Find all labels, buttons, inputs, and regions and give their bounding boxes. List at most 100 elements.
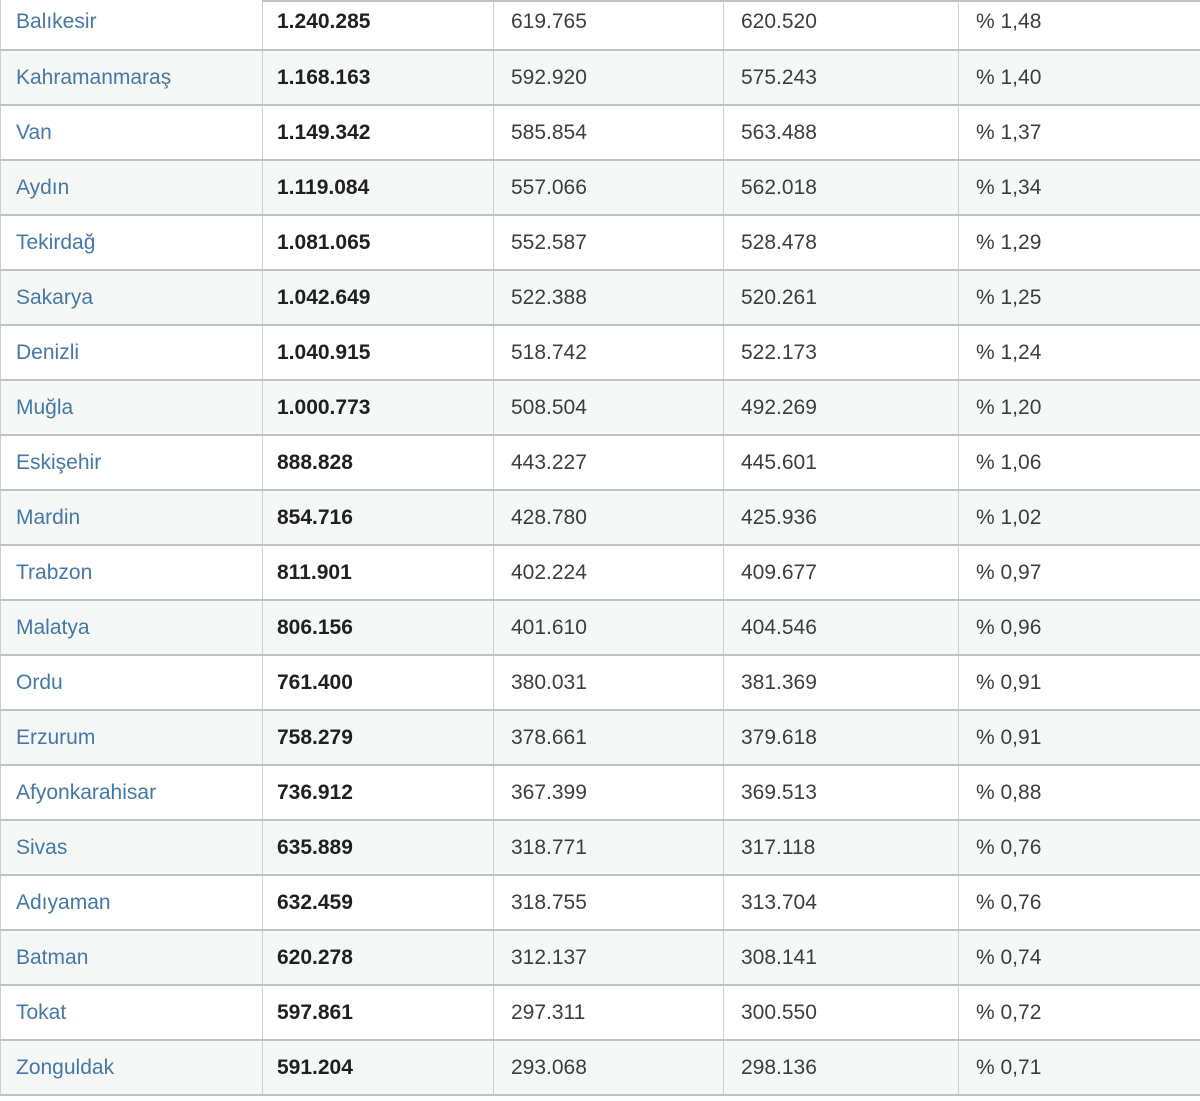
total-population-cell: 1.119.084: [262, 160, 494, 215]
population-share-cell: % 0,76: [976, 835, 1042, 859]
province-link[interactable]: Tokat: [16, 1000, 67, 1024]
table-row: Sakarya 1.042.649 522.388 520.261 % 1,25: [0, 270, 1200, 325]
province-cell: Tokat: [0, 985, 263, 1040]
male-population-cell: 402.224: [493, 545, 724, 600]
province-link[interactable]: Zonguldak: [16, 1055, 115, 1079]
total-population-cell: 806.156: [262, 600, 494, 655]
female-population-cell: 300.550: [723, 985, 959, 1040]
total-population-cell: 591.204: [262, 1040, 494, 1095]
total-population-cell: 597.861: [262, 985, 494, 1040]
province-link[interactable]: Eskişehir: [16, 450, 102, 474]
total-population-cell: 888.828: [262, 435, 494, 490]
table-row: Malatya 806.156 401.610 404.546 % 0,96: [0, 600, 1200, 655]
province-link[interactable]: Malatya: [16, 615, 90, 639]
table-row: Trabzon 811.901 402.224 409.677 % 0,97: [0, 545, 1200, 600]
total-population-cell: 1.000.773: [262, 380, 494, 435]
total-population-cell: 1.240.285: [262, 0, 494, 50]
table-row: Balıkesir 1.240.285 619.765 620.520 % 1,48: [0, 0, 1200, 50]
province-link[interactable]: Ordu: [16, 670, 63, 694]
province-cell: Eskişehir: [0, 435, 263, 490]
female-population-cell: 562.018: [723, 160, 959, 215]
total-population-cell: 1.168.163: [262, 50, 494, 105]
population-share-cell: % 0,97: [976, 560, 1042, 584]
male-population-cell: 378.661: [493, 710, 724, 765]
province-cell: Mardin: [0, 490, 263, 545]
table-row: Mardin 854.716 428.780 425.936 % 1,02: [0, 490, 1200, 545]
population-share-cell: % 0,71: [976, 1055, 1042, 1079]
female-population-cell: 425.936: [723, 490, 959, 545]
province-link[interactable]: Kahramanmaraş: [16, 65, 172, 89]
province-link[interactable]: Mardin: [16, 505, 81, 529]
province-link[interactable]: Aydın: [16, 175, 70, 199]
female-population-cell: 620.520: [723, 0, 959, 50]
population-share-cell: % 1,29: [976, 230, 1042, 254]
province-link[interactable]: Batman: [16, 945, 89, 969]
province-link[interactable]: Balıkesir: [16, 10, 97, 33]
table-row: Tekirdağ 1.081.065 552.587 528.478 % 1,29: [0, 215, 1200, 270]
female-population-cell: 575.243: [723, 50, 959, 105]
male-population-cell: 297.311: [493, 985, 724, 1040]
female-population-cell: 369.513: [723, 765, 959, 820]
province-cell: Sakarya: [0, 270, 263, 325]
province-link[interactable]: Trabzon: [16, 560, 93, 584]
male-population-cell: 443.227: [493, 435, 724, 490]
population-share-cell: % 1,48: [976, 10, 1042, 33]
province-cell: Zonguldak: [0, 1040, 263, 1095]
female-population-cell: 409.677: [723, 545, 959, 600]
province-cell: Sivas: [0, 820, 263, 875]
province-cell: Tekirdağ: [0, 215, 263, 270]
table-row: Aydın 1.119.084 557.066 562.018 % 1,34: [0, 160, 1200, 215]
female-population-cell: 520.261: [723, 270, 959, 325]
male-population-cell: 619.765: [493, 0, 724, 50]
total-population-cell: 736.912: [262, 765, 494, 820]
female-population-cell: 404.546: [723, 600, 959, 655]
female-population-cell: 308.141: [723, 930, 959, 985]
male-population-cell: 367.399: [493, 765, 724, 820]
total-population-cell: 1.040.915: [262, 325, 494, 380]
province-cell: Trabzon: [0, 545, 263, 600]
province-link[interactable]: Sivas: [16, 835, 68, 859]
table-row: Afyonkarahisar 736.912 367.399 369.513 % 0,8…: [0, 765, 1200, 820]
province-cell: Muğla: [0, 380, 263, 435]
male-population-cell: 293.068: [493, 1040, 724, 1095]
province-link[interactable]: Afyonkarahisar: [16, 780, 157, 804]
population-share-cell: % 0,72: [976, 1000, 1042, 1024]
province-link[interactable]: Erzurum: [16, 725, 96, 749]
population-share-cell: % 0,76: [976, 890, 1042, 914]
province-cell: Malatya: [0, 600, 263, 655]
province-link[interactable]: Denizli: [16, 340, 80, 364]
province-link[interactable]: Tekirdağ: [16, 230, 96, 254]
female-population-cell: 445.601: [723, 435, 959, 490]
total-population-cell: 1.081.065: [262, 215, 494, 270]
top-row-partial-border: [262, 0, 1200, 2]
female-population-cell: 317.118: [723, 820, 959, 875]
province-link[interactable]: Sakarya: [16, 285, 94, 309]
population-share-cell: % 1,37: [976, 120, 1042, 144]
table-row: Muğla 1.000.773 508.504 492.269 % 1,20: [0, 380, 1200, 435]
total-population-cell: 854.716: [262, 490, 494, 545]
province-cell: Afyonkarahisar: [0, 765, 263, 820]
province-link[interactable]: Van: [16, 120, 52, 144]
province-cell: Kahramanmaraş: [0, 50, 263, 105]
total-population-cell: 632.459: [262, 875, 494, 930]
total-population-cell: 811.901: [262, 545, 494, 600]
female-population-cell: 298.136: [723, 1040, 959, 1095]
province-link[interactable]: Muğla: [16, 395, 74, 419]
table-row: Sivas 635.889 318.771 317.118 % 0,76: [0, 820, 1200, 875]
female-population-cell: 381.369: [723, 655, 959, 710]
female-population-cell: 522.173: [723, 325, 959, 380]
population-share-cell: % 1,34: [976, 175, 1042, 199]
table-row: Batman 620.278 312.137 308.141 % 0,74: [0, 930, 1200, 985]
male-population-cell: 401.610: [493, 600, 724, 655]
female-population-cell: 379.618: [723, 710, 959, 765]
population-share-cell: % 1,25: [976, 285, 1042, 309]
total-population-cell: 1.042.649: [262, 270, 494, 325]
table-row: Eskişehir 888.828 443.227 445.601 % 1,06: [0, 435, 1200, 490]
table-row: Van 1.149.342 585.854 563.488 % 1,37: [0, 105, 1200, 160]
population-share-cell: % 1,06: [976, 450, 1042, 474]
female-population-cell: 528.478: [723, 215, 959, 270]
male-population-cell: 557.066: [493, 160, 724, 215]
province-link[interactable]: Adıyaman: [16, 890, 111, 914]
